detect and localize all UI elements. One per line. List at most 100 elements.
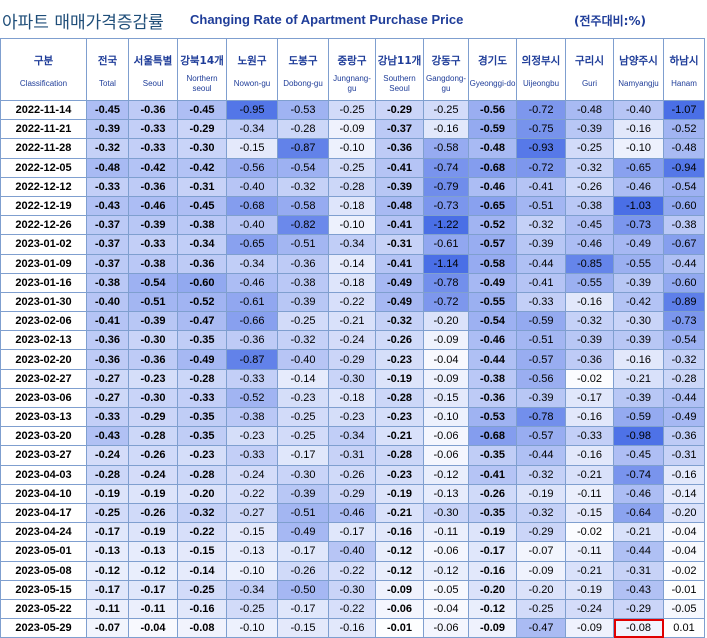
value-cell: -0.42 [613,291,664,313]
value-cell: -0.44 [663,253,705,274]
value-cell: -0.10 [423,406,469,428]
value-cell: -0.56 [516,368,566,389]
value-cell: -0.01 [663,579,705,600]
value-cell: -0.73 [663,311,705,332]
value-cell: -0.45 [613,445,664,466]
value-cell: -0.16 [177,598,227,620]
value-cell: -0.82 [277,215,329,236]
value-cell: -0.21 [613,522,664,543]
value-cell: -0.57 [516,349,566,370]
value-cell: -0.68 [468,426,517,447]
value-cell: -0.39 [516,387,566,409]
value-cell: -0.12 [423,464,469,485]
column-label-en: Gangdong-gu [425,74,467,93]
value-cell: -0.30 [613,311,664,332]
column-header-en: Total [86,68,129,101]
column-label-en: Uijeongbu [522,79,560,88]
value-cell: -0.22 [328,560,376,581]
value-cell: -0.33 [128,119,178,140]
column-header-ko: 강동구 [423,38,469,68]
column-header-en: Dobong-gu [277,68,329,101]
value-cell: -0.25 [177,579,227,600]
value-cell: -0.15 [226,138,278,159]
value-cell: -0.52 [468,215,517,236]
value-cell: -0.26 [375,330,424,351]
value-cell: -0.16 [565,445,614,466]
value-cell: -0.21 [375,502,424,524]
value-cell: -0.19 [516,483,566,504]
value-cell: -0.39 [277,483,329,504]
value-cell: -0.39 [613,387,664,409]
column-label-en: Classification [19,79,68,88]
row-date: 2022-12-26 [0,215,87,236]
value-cell: -0.28 [177,368,227,389]
value-cell: -0.11 [565,483,614,504]
column-label-en: Namyangju [618,79,659,88]
value-cell: -0.29 [177,119,227,140]
value-cell: -0.72 [516,99,566,121]
table-row: 2023-03-06 -0.27 -0.30 -0.33 -0.52 -0.23 -0.18… [0,387,705,409]
value-cell: -0.33 [86,406,129,428]
value-cell: -0.16 [613,349,664,370]
table-row: 2023-01-09 -0.37 -0.38 -0.36 -0.34 -0.36 -0.14… [0,253,705,274]
value-cell: -0.19 [468,522,517,543]
value-cell: -0.07 [86,618,129,638]
column-header-en: Uijeongbu [516,68,566,101]
value-cell: -0.02 [565,522,614,543]
value-cell: -0.19 [86,483,129,504]
row-date: 2023-02-13 [0,330,87,351]
value-cell: -0.33 [226,368,278,389]
row-date: 2023-01-02 [0,234,87,255]
table-row: 2023-02-13 -0.36 -0.30 -0.35 -0.36 -0.32 -0.24… [0,330,705,351]
value-cell: -0.48 [375,195,424,217]
value-cell: -0.94 [663,157,705,178]
title-korean: 아파트 매매가격증감률 [2,13,164,33]
column-label-ko: 서울특별 [133,55,173,67]
table-header: 구분 전국 서울특별 강북14개 노원구 도봉구 중랑구 강남11개 강동구 경기도 의정부시 구리시… [0,38,705,101]
value-cell: -0.32 [565,311,614,332]
value-cell: -0.16 [565,406,614,428]
value-cell: -0.24 [565,598,614,620]
value-cell: -0.39 [613,330,664,351]
value-cell: -0.21 [613,368,664,389]
row-date: 2022-11-14 [0,99,87,121]
value-cell: -0.25 [328,157,376,178]
row-date: 2023-03-27 [0,445,87,466]
value-cell: -0.45 [177,195,227,217]
unit-label: (전주대비:%) [574,14,646,28]
value-cell: -0.60 [663,272,705,293]
value-cell: -0.23 [375,349,424,370]
value-cell: -0.06 [423,541,469,562]
value-cell: -0.45 [86,99,129,121]
value-cell: -0.34 [226,119,278,140]
row-date: 2023-05-29 [0,618,87,638]
value-cell: -0.46 [226,272,278,293]
value-cell: -0.56 [226,157,278,178]
column-header-ko: 하남시 [663,38,705,68]
value-cell: -0.13 [423,483,469,504]
value-cell: -0.65 [613,157,664,178]
value-cell: -0.61 [423,234,469,255]
value-cell: -0.44 [468,349,517,370]
table-body: 2022-11-14 -0.45 -0.36 -0.45 -0.95 -0.53 -0.25… [0,99,705,638]
value-cell: -0.41 [468,464,517,485]
value-cell: -0.09 [423,330,469,351]
value-cell: -0.40 [86,291,129,313]
value-cell: -0.47 [516,618,566,638]
value-cell: -0.17 [328,522,376,543]
value-cell: -0.61 [226,291,278,313]
value-cell: -0.54 [663,176,705,197]
value-cell: -0.51 [277,502,329,524]
value-cell: -0.28 [663,368,705,389]
value-cell: -0.20 [177,483,227,504]
table-row: 2023-04-24 -0.17 -0.19 -0.22 -0.15 -0.49 -0.17… [0,522,705,543]
value-cell: -0.52 [663,119,705,140]
value-cell: -0.36 [86,330,129,351]
value-cell: -0.29 [613,598,664,620]
value-cell: -0.22 [328,291,376,313]
value-cell: -0.74 [423,157,469,178]
value-cell: -0.54 [663,330,705,351]
value-cell: -0.40 [277,349,329,370]
value-cell: -0.73 [613,215,664,236]
value-cell: -0.89 [663,291,705,313]
